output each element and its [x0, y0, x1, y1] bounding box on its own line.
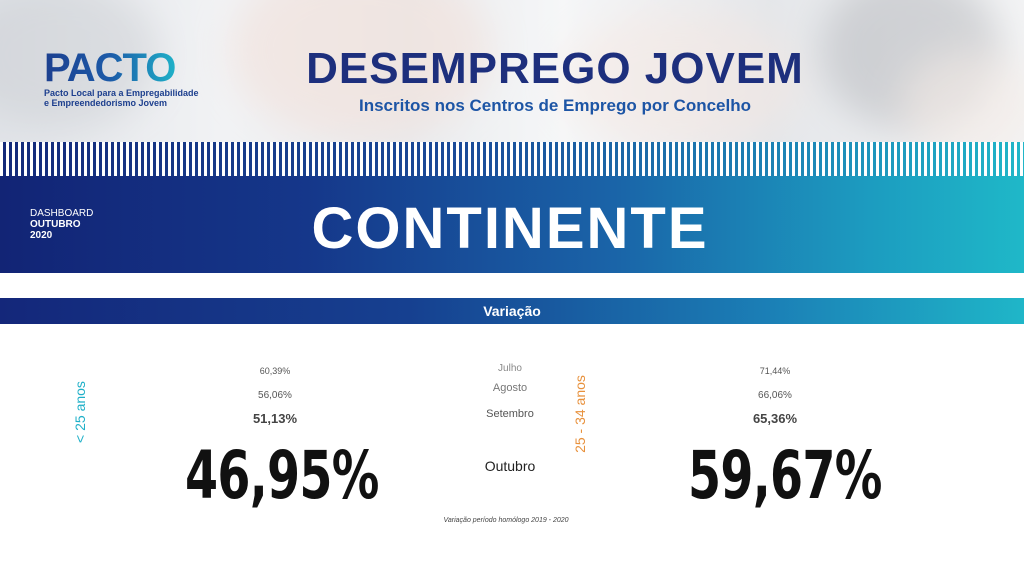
young-july-value: 60,39% — [259, 366, 291, 376]
young-current-value: 46,95% — [185, 437, 379, 514]
section-title: Variação — [483, 303, 541, 319]
adult-august-value: 66,06% — [758, 390, 792, 401]
age-group-label-young: < 25 anos — [72, 381, 88, 443]
young-september-value: 51,13% — [252, 411, 298, 426]
dashboard-date-block: DASHBOARD OUTUBRO 2020 — [30, 208, 93, 241]
adult-current-value: 59,67% — [688, 437, 882, 514]
young-august-value: 56,06% — [258, 390, 292, 401]
page-title: DESEMPREGO JOVEM — [306, 44, 804, 93]
month-label-september: Setembro — [486, 408, 534, 420]
adult-july-value: 71,44% — [759, 366, 791, 376]
logo-wordmark: PACTO — [44, 46, 176, 90]
dashboard-label: DASHBOARD — [30, 208, 94, 219]
pacto-logo: PACTO Pacto Local para a Empregabilidade… — [44, 48, 214, 110]
region-title: CONTINENTE — [311, 196, 709, 261]
page-subtitle: Inscritos nos Centros de Emprego por Con… — [359, 96, 751, 115]
month-label-august: Agosto — [492, 382, 528, 394]
footnote: Variação período homólogo 2019 - 2020 — [443, 517, 569, 524]
striped-divider — [0, 142, 1024, 176]
section-bar — [0, 298, 1024, 324]
month-label-july: Julho — [498, 363, 522, 374]
dashboard-year: 2020 — [30, 230, 53, 241]
dashboard-month: OUTUBRO — [30, 219, 81, 230]
header-background — [0, 0, 1024, 142]
logo-tagline-line2: e Empreendedorismo Jovem — [44, 98, 168, 108]
logo-tagline-line1: Pacto Local para a Empregabilidade — [44, 88, 199, 98]
adult-september-value: 65,36% — [752, 411, 798, 426]
region-banner — [0, 176, 1024, 273]
month-label-october: Outubro — [484, 458, 536, 474]
age-group-label-adult: 25 - 34 anos — [572, 375, 588, 453]
